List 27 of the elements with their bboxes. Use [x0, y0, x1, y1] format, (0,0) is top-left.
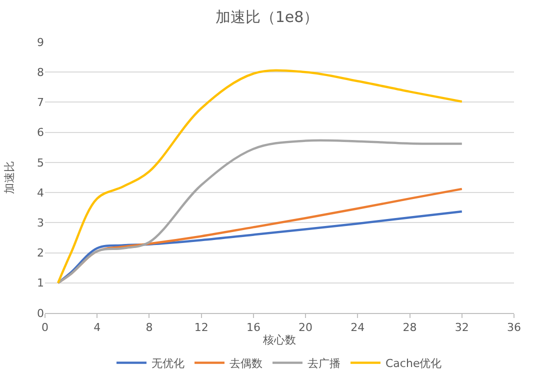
- legend-label: Cache优化: [386, 357, 442, 370]
- y-tick-label: 4: [37, 186, 44, 200]
- y-tick-label: 8: [37, 66, 44, 79]
- line-series: [56, 139, 464, 284]
- legend-label: 去广播: [308, 357, 340, 370]
- y-tick-label: 6: [37, 126, 44, 140]
- x-tick-label: 24: [350, 321, 365, 334]
- y-tick-label: 7: [37, 96, 44, 110]
- x-axis-title: 核心数: [262, 333, 296, 346]
- y-tick-label: 2: [37, 246, 44, 260]
- x-tick-label: 28: [402, 321, 417, 334]
- y-tick-label: 0: [37, 306, 44, 320]
- y-tick-label: 5: [37, 156, 44, 170]
- y-tick-label: 1: [37, 276, 44, 290]
- x-tick-label: 20: [298, 321, 313, 334]
- y-tick-label: 3: [37, 216, 44, 230]
- x-tick-label: 16: [246, 321, 260, 334]
- x-tick-label: 32: [454, 321, 469, 334]
- chart-title: 加速比（1e8）: [215, 8, 319, 26]
- x-tick-label: 8: [146, 321, 153, 334]
- legend-label: 去偶数: [230, 357, 262, 370]
- y-axis-title: 加速比: [3, 161, 16, 194]
- x-tick-label: 12: [194, 321, 208, 334]
- legend-label: 无优化: [152, 357, 184, 370]
- y-tick-label: 9: [37, 36, 44, 49]
- x-tick-label: 36: [507, 321, 521, 334]
- x-tick-label: 4: [94, 321, 101, 334]
